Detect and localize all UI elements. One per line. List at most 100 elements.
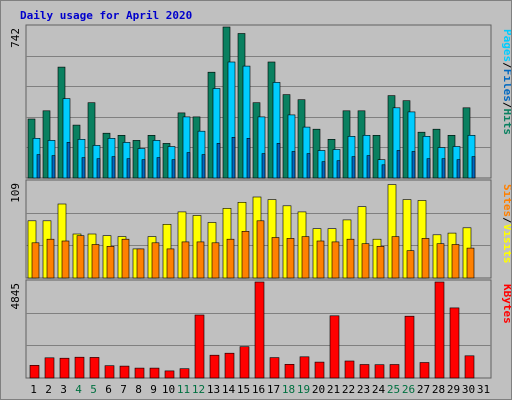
bar-kbytes-day-27 xyxy=(419,362,430,379)
bar-pages-day-25 xyxy=(396,150,401,179)
chart-title: Daily usage for April 2020 xyxy=(20,9,193,22)
bar-kbytes-day-1 xyxy=(29,364,40,379)
x-tick-label-27: 27 xyxy=(417,383,430,396)
bar-kbytes-day-25 xyxy=(389,364,400,379)
bar-pages-day-20 xyxy=(321,161,326,179)
x-tick-label-26: 26 xyxy=(402,383,415,396)
bar-files-day-3 xyxy=(62,98,71,179)
bar-kbytes-day-22 xyxy=(344,360,355,379)
bar-sites-day-27 xyxy=(421,238,430,279)
bar-pages-day-28 xyxy=(441,158,446,179)
x-tick-label-17: 17 xyxy=(267,383,280,396)
bar-kbytes-day-2 xyxy=(44,357,55,379)
bar-sites-day-17 xyxy=(271,237,280,279)
x-tick-label-4: 4 xyxy=(75,383,82,396)
bar-kbytes-day-21 xyxy=(329,315,340,379)
bar-kbytes-day-17 xyxy=(269,357,280,379)
x-tick-label-14: 14 xyxy=(222,383,236,396)
bar-pages-day-21 xyxy=(336,160,341,179)
bar-pages-day-2 xyxy=(51,155,56,179)
bar-pages-day-11 xyxy=(186,152,191,179)
x-tick-label-31: 31 xyxy=(477,383,490,396)
bar-sites-day-16 xyxy=(256,220,265,279)
bar-pages-day-9 xyxy=(156,157,161,179)
bar-pages-day-15 xyxy=(246,138,251,179)
bar-hits-day-5 xyxy=(87,102,96,179)
bar-files-day-19 xyxy=(302,126,311,179)
x-tick-label-2: 2 xyxy=(45,383,52,396)
x-tick-label-9: 9 xyxy=(150,383,157,396)
x-tick-label-15: 15 xyxy=(237,383,250,396)
bar-pages-day-13 xyxy=(216,143,221,179)
bar-kbytes-day-28 xyxy=(434,281,445,379)
bar-sites-day-18 xyxy=(286,238,295,279)
bar-kbytes-day-16 xyxy=(254,281,265,379)
bar-sites-day-1 xyxy=(31,242,40,279)
x-tick-label-25: 25 xyxy=(387,383,400,396)
x-tick-label-16: 16 xyxy=(252,383,265,396)
bar-kbytes-day-23 xyxy=(359,364,370,379)
bar-pages-day-12 xyxy=(201,154,206,179)
bar-kbytes-day-14 xyxy=(224,352,235,379)
bar-files-day-27 xyxy=(422,136,431,179)
x-tick-label-5: 5 xyxy=(90,383,97,396)
legend-sites: Sites xyxy=(501,184,511,217)
bar-pages-day-7 xyxy=(126,158,131,179)
x-tick-label-22: 22 xyxy=(342,383,355,396)
bar-kbytes-day-5 xyxy=(89,357,100,379)
bar-sites-day-24 xyxy=(376,246,385,279)
legend-separator: / xyxy=(501,217,511,224)
bar-kbytes-day-4 xyxy=(74,356,85,379)
bar-sites-day-26 xyxy=(406,250,415,279)
bar-sites-day-10 xyxy=(166,248,175,279)
max-label-middle: 109 xyxy=(9,183,22,203)
x-tick-label-21: 21 xyxy=(327,383,340,396)
bar-pages-day-30 xyxy=(471,156,476,179)
legend-files: Files xyxy=(501,69,511,102)
bar-sites-day-14 xyxy=(226,238,235,279)
bar-sites-day-11 xyxy=(181,241,190,279)
bar-files-day-25 xyxy=(392,107,401,179)
bar-files-day-17 xyxy=(272,82,281,179)
bar-kbytes-day-12 xyxy=(194,314,205,379)
x-tick-label-23: 23 xyxy=(357,383,370,396)
bar-sites-day-25 xyxy=(391,236,400,279)
bar-pages-day-26 xyxy=(411,151,416,179)
legend-pages: Pages xyxy=(501,29,511,62)
legend-separator: / xyxy=(501,62,511,69)
bar-kbytes-day-26 xyxy=(404,315,415,379)
bar-pages-day-19 xyxy=(306,153,311,179)
x-tick-label-24: 24 xyxy=(372,383,386,396)
x-tick-label-11: 11 xyxy=(177,383,190,396)
bar-hits-day-24 xyxy=(372,135,381,179)
bar-files-day-16 xyxy=(257,116,266,179)
bar-pages-day-17 xyxy=(276,143,281,179)
bar-sites-day-8 xyxy=(136,248,145,279)
bar-pages-day-23 xyxy=(366,155,371,179)
bar-sites-day-15 xyxy=(241,231,250,279)
bar-kbytes-day-20 xyxy=(314,361,325,379)
bar-sites-day-30 xyxy=(466,247,475,279)
bar-files-day-11 xyxy=(182,116,191,179)
bar-sites-day-12 xyxy=(196,241,205,279)
bar-sites-day-19 xyxy=(301,236,310,279)
legend-kbytes: KBytes xyxy=(501,284,511,324)
bar-sites-day-20 xyxy=(316,240,325,279)
bar-kbytes-day-24 xyxy=(374,364,385,379)
bar-kbytes-day-13 xyxy=(209,354,220,379)
bar-files-day-18 xyxy=(287,114,296,179)
bar-sites-day-2 xyxy=(46,238,55,279)
bar-sites-day-4 xyxy=(76,235,85,279)
bar-pages-day-22 xyxy=(351,156,356,179)
x-tick-label-10: 10 xyxy=(162,383,175,396)
bar-pages-day-4 xyxy=(81,157,86,179)
bar-kbytes-day-10 xyxy=(164,370,175,379)
bar-kbytes-day-8 xyxy=(134,367,145,379)
bar-pages-day-3 xyxy=(66,142,71,179)
bar-pages-day-16 xyxy=(261,153,266,179)
legend-visits: Visits xyxy=(501,224,511,264)
bar-pages-day-6 xyxy=(111,156,116,179)
bar-sites-day-21 xyxy=(331,241,340,279)
